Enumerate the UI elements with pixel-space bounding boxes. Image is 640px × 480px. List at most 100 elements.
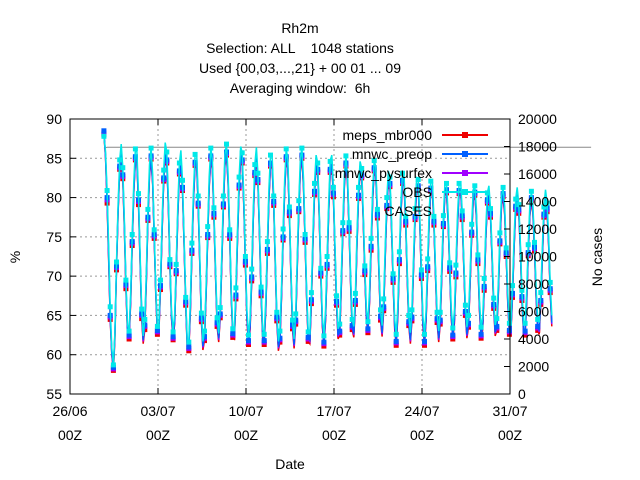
data-point-OBS	[368, 235, 374, 241]
data-point-OBS	[189, 240, 195, 246]
x-tick-label: 24/07	[404, 403, 439, 419]
data-point-OBS	[154, 323, 160, 329]
y2-tick-label: 20000	[518, 111, 557, 127]
data-point-OBS	[422, 331, 427, 337]
data-point-OBS	[302, 232, 308, 237]
data-point-OBS	[214, 315, 220, 321]
data-point-mnwc_preop	[506, 327, 512, 333]
data-point-OBS	[541, 204, 547, 210]
y2-tick-label: 12000	[518, 221, 557, 237]
data-point-OBS	[494, 316, 500, 322]
data-point-OBS	[227, 227, 233, 233]
data-point-OBS	[535, 316, 541, 322]
data-point-OBS	[176, 160, 182, 166]
data-point-OBS	[236, 174, 242, 180]
data-point-OBS	[362, 263, 368, 269]
data-point-mnwc_preop	[126, 332, 132, 338]
data-point-mnwc_preop	[450, 332, 456, 338]
data-point-OBS	[107, 304, 113, 310]
legend-marker-mnwc_preop	[462, 151, 468, 157]
y2-tick-label: 8000	[518, 276, 549, 292]
data-point-OBS	[400, 170, 405, 176]
data-point-OBS	[352, 290, 358, 296]
data-point-OBS	[519, 287, 525, 293]
data-point-mnwc_preop	[246, 338, 251, 344]
legend-label-mnwc_preop: mnwc_preop	[352, 146, 432, 162]
series-line-OBS	[103, 136, 553, 365]
data-point-mnwc_preop	[230, 331, 236, 336]
data-point-OBS	[148, 145, 154, 151]
data-point-OBS	[415, 177, 421, 182]
data-point-OBS	[145, 206, 151, 212]
data-point-OBS	[312, 180, 317, 186]
y-tick-label: 60	[46, 347, 62, 363]
data-point-OBS	[500, 184, 506, 190]
y-tick-label: 85	[46, 150, 62, 166]
data-point-OBS	[538, 290, 544, 296]
data-point-OBS	[195, 193, 201, 199]
data-point-OBS	[299, 145, 305, 151]
data-point-OBS	[208, 145, 214, 151]
data-point-OBS	[280, 226, 286, 232]
data-point-OBS	[516, 202, 522, 208]
data-point-mnwc_preop	[277, 335, 283, 341]
x-tick-hour-label: 00Z	[58, 427, 83, 443]
data-point-OBS	[271, 193, 277, 199]
data-point-OBS	[318, 265, 324, 271]
data-point-OBS	[296, 198, 302, 204]
data-point-OBS	[525, 242, 531, 248]
y2-tick-label: 6000	[518, 304, 549, 320]
x-tick-label: 26/06	[52, 403, 87, 419]
data-point-OBS	[528, 188, 534, 194]
data-point-OBS	[315, 160, 321, 166]
data-point-OBS	[396, 249, 402, 255]
data-point-OBS	[381, 296, 387, 302]
data-point-OBS	[459, 208, 465, 214]
data-point-OBS	[384, 195, 390, 201]
data-point-OBS	[349, 316, 355, 322]
data-point-OBS	[478, 324, 484, 330]
data-point-OBS	[283, 146, 289, 152]
data-point-OBS	[469, 221, 475, 227]
data-point-OBS	[117, 157, 123, 163]
data-point-OBS	[390, 271, 396, 277]
data-point-mnwc_preop	[393, 338, 399, 344]
data-point-mnwc_preop	[261, 338, 267, 344]
data-point-OBS	[409, 307, 415, 313]
x-tick-hour-label: 00Z	[322, 427, 347, 443]
data-point-OBS	[277, 328, 283, 334]
legend: meps_mbr000 mnwc_preop mnwc_pysurfex OBS CAS…	[335, 127, 488, 219]
data-point-OBS	[532, 239, 537, 245]
data-point-OBS	[101, 133, 107, 139]
data-point-mnwc_preop	[494, 323, 500, 329]
data-point-mnwc_preop	[305, 334, 311, 340]
data-point-OBS	[374, 206, 380, 212]
data-point-OBS	[491, 295, 497, 301]
data-point-OBS	[249, 266, 255, 272]
y-tick-label: 70	[46, 268, 62, 284]
legend-label-CASES: CASES	[385, 203, 432, 219]
data-point-OBS	[139, 306, 145, 312]
data-point-mnwc_preop	[365, 326, 371, 332]
data-point-OBS	[305, 329, 311, 335]
data-point-OBS	[497, 230, 503, 236]
data-point-OBS	[142, 316, 148, 322]
data-point-OBS	[183, 294, 189, 300]
data-point-OBS	[293, 311, 299, 317]
y2-tick-label: 2000	[518, 359, 549, 375]
data-point-OBS	[327, 158, 333, 164]
legend-label-mnwc_pysurfex: mnwc_pysurfex	[335, 165, 432, 181]
data-point-OBS	[180, 177, 185, 183]
data-point-OBS	[186, 339, 192, 345]
data-point-OBS	[437, 309, 443, 315]
data-point-OBS	[440, 213, 446, 219]
data-point-OBS	[321, 333, 327, 339]
data-point-OBS	[340, 220, 346, 226]
data-point-OBS	[198, 310, 204, 316]
data-point-OBS	[205, 224, 211, 230]
data-point-mnwc_preop	[535, 323, 541, 329]
data-point-OBS	[173, 261, 179, 267]
data-point-OBS	[324, 254, 330, 259]
data-point-OBS	[403, 213, 409, 219]
